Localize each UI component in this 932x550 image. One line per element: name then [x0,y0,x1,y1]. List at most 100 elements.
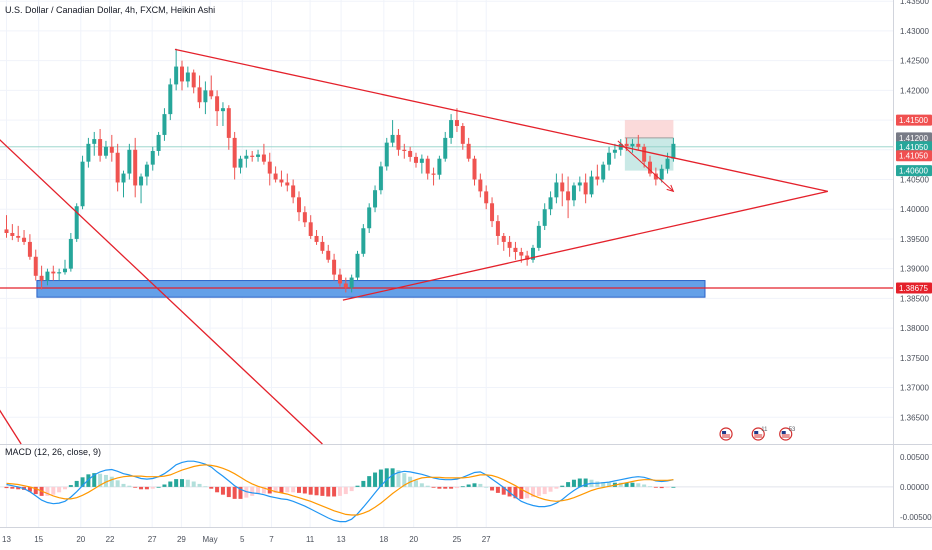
candle-body [185,72,190,82]
macd-histogram-bar [203,486,208,488]
stop-loss-zone [624,120,674,138]
macd-histogram-bar [548,486,553,492]
candle [437,155,442,180]
price-tag-label: 1.41500 [899,116,928,125]
candle-body [554,182,559,198]
candle-body [109,146,114,153]
macd-histogram-bar [238,486,243,499]
candle [630,139,635,153]
candle-body [536,225,541,248]
chart-title: U.S. Dollar / Canadian Dollar, 4h, FXCM,… [5,5,215,15]
price-tag-box [896,165,932,177]
candle-body [250,155,255,157]
macd-histogram-bar [396,470,401,487]
macd-pane [0,460,893,523]
macd-histogram-bar [624,482,629,487]
candle [4,215,9,238]
candle-body [203,90,208,103]
candle-body [320,241,325,251]
candle [414,152,418,168]
time-tick-label: May [203,535,218,544]
candle-body [22,237,27,242]
macd-histogram-bar [607,482,612,487]
macd-histogram-bar [162,484,167,487]
candle-body [74,206,79,239]
macd-histogram-bar [571,479,576,487]
macd-histogram-bar [513,486,518,499]
candle [466,137,471,162]
events-layer[interactable]: 11 53 [719,427,796,441]
candle-body [150,150,155,165]
event-flag-icon[interactable] [719,427,733,441]
candle-body [589,176,594,195]
macd-histogram-bar [92,473,97,487]
candle [337,268,342,287]
candle [612,143,617,159]
trendline[interactable] [0,138,323,445]
macd-histogram-bar [595,481,600,487]
macd-histogram-bar [209,486,214,489]
flag-canton [722,431,727,434]
candle [396,128,401,156]
price-tag-label: 1.41200 [899,134,928,143]
candle-body [466,143,471,159]
macd-histogram-bar [501,486,506,495]
candle-body [291,185,296,198]
event-flag-icon[interactable]: 53 [779,427,796,441]
price-tag-label: 1.40600 [899,167,928,176]
candle-body [174,66,179,85]
macd-line [6,460,674,523]
macd-histogram-bar [174,479,179,487]
candle [103,140,108,159]
macd-histogram-bar [466,484,471,487]
candle-body [343,283,348,288]
event-flag-icon[interactable]: 11 [751,427,768,441]
price-tag-box [896,114,932,126]
candle-body [671,143,676,159]
macd-histogram-bar [57,486,62,493]
candle [314,230,319,245]
candle-body [601,164,606,180]
candle-body [332,259,337,275]
candle-body [507,241,512,248]
projection-arrow[interactable] [617,140,674,192]
candle-body [261,154,266,162]
candle [180,60,184,91]
time-tick-label: 25 [452,535,461,544]
candle [256,149,261,162]
candle [454,108,459,132]
macd-histogram-bar [472,483,477,487]
macd-histogram-bar [308,486,313,495]
price-tick-label: 1.43500 [900,0,929,6]
candle-body [560,182,565,192]
support-zone[interactable] [36,280,706,298]
candle-body [144,164,149,177]
candle-body [408,150,413,157]
candle [156,131,161,156]
macd-histogram-bar [431,486,436,488]
time-tick-label: 27 [148,535,157,544]
price-tag-box [896,141,932,153]
macd-histogram-bar [133,486,138,488]
candle-body [531,247,535,260]
macd-histogram-bar [653,486,658,488]
macd-histogram-bar [144,486,149,490]
trendline[interactable] [0,407,22,445]
candle-body [115,152,120,183]
macd-histogram-bar [256,486,261,495]
macd-histogram-bar [109,476,114,487]
candle-body [103,146,108,156]
candle-body [232,137,237,168]
price-tag-label: 1.38675 [899,284,928,293]
price-tick-label: 1.37000 [900,384,929,393]
macd-histogram-bar [320,486,325,496]
trendline[interactable] [342,190,828,301]
trendline[interactable] [174,48,828,193]
candle-body [583,182,588,195]
macd-histogram-bar [16,486,21,490]
candle [548,191,553,216]
event-count: 53 [789,427,796,433]
candle-body [595,176,600,180]
trendlines-layer[interactable] [0,48,828,445]
macd-histogram-bar [86,474,91,487]
